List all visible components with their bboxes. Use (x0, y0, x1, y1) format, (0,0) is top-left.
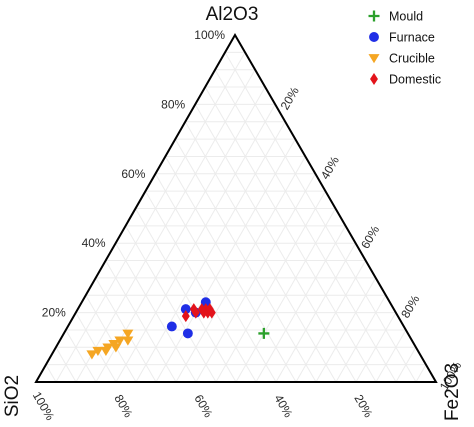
grid-line (395, 347, 417, 383)
data-point-crucible (114, 336, 126, 346)
grid-line (224, 52, 417, 383)
grid-line (55, 52, 246, 383)
legend-marker-crucible (368, 54, 380, 64)
tick-label-fe2o3: 60% (358, 223, 382, 251)
data-point-crucible (100, 346, 112, 356)
tick-label-al2o3: 80% (161, 97, 185, 111)
grid-line (55, 347, 77, 383)
legend-marker-furnace (369, 32, 379, 42)
grid-line (204, 86, 377, 383)
vertex-label-sio2: SiO2 (2, 375, 23, 417)
data-point-mould (258, 327, 270, 339)
grid-line (215, 190, 326, 383)
plot-triangle (34, 32, 438, 383)
grid-line (164, 156, 297, 383)
legend-label-mould: Mould (389, 10, 423, 24)
data-points (86, 297, 270, 360)
data-point-domestic (191, 306, 200, 319)
grid-line (125, 225, 217, 383)
data-point-furnace (182, 328, 193, 339)
grid-line (415, 364, 427, 383)
data-point-crucible (110, 343, 122, 353)
grid-line (355, 312, 397, 383)
data-point-domestic (199, 306, 208, 319)
tick-label-al2o3: 100% (194, 28, 225, 42)
plot-grid (45, 51, 427, 383)
grid-line (175, 156, 306, 383)
data-point-domestic (197, 303, 206, 316)
data-point-furnace (200, 297, 211, 308)
tick-label-fe2o3: 20% (278, 84, 302, 112)
tick-label-sio2: 80% (111, 392, 135, 420)
legend: Mould Furnace Crucible Domestic (368, 10, 441, 87)
data-point-domestic (205, 303, 214, 316)
data-point-crucible (86, 350, 98, 360)
grid-line (85, 294, 137, 383)
legend-label-domestic: Domestic (389, 73, 441, 87)
data-point-crucible (122, 329, 134, 339)
legend-label-crucible: Crucible (389, 52, 435, 66)
tick-label-al2o3: 60% (121, 167, 145, 181)
tick-label-sio2: 60% (191, 392, 215, 420)
grid-line (145, 190, 257, 383)
data-point-domestic (181, 310, 190, 323)
vertex-label-fe2o3: Fe2O3 (442, 363, 463, 421)
data-point-domestic (203, 306, 212, 319)
tick-label-al2o3: 20% (42, 306, 66, 320)
grid-line (115, 242, 197, 383)
tick-label-al2o3: 40% (82, 236, 106, 250)
data-point-furnace (166, 321, 177, 332)
grid-line (184, 121, 337, 383)
tick-label-fe2o3: 40% (318, 154, 342, 182)
data-point-crucible (92, 346, 104, 356)
tick-label-fe2o3: 80% (398, 292, 422, 320)
vertex-label-al2o3: Al2O3 (206, 4, 259, 25)
grid-line (105, 260, 177, 383)
grid-line (135, 208, 237, 383)
grid-line (235, 208, 336, 383)
grid-line (335, 295, 387, 383)
tick-label-sio2: 20% (351, 392, 375, 420)
grid-line (255, 225, 346, 383)
tick-label-sio2: 40% (271, 392, 295, 420)
grid-line (315, 277, 377, 383)
grid-line (295, 260, 367, 383)
grid-line (275, 242, 357, 383)
data-point-domestic (189, 303, 198, 316)
data-point-furnace (180, 304, 191, 315)
grid-line (45, 364, 57, 383)
data-point-domestic (207, 306, 216, 319)
legend-marker-domestic (370, 72, 378, 86)
legend-marker-mould (368, 10, 380, 22)
grid-line (135, 121, 286, 383)
data-point-crucible (122, 336, 134, 346)
grid-line (95, 86, 266, 383)
tick-label-sio2: 100% (30, 389, 58, 423)
legend-label-furnace: Furnace (389, 31, 435, 45)
grid-line (375, 329, 407, 383)
grid-line (65, 329, 97, 383)
